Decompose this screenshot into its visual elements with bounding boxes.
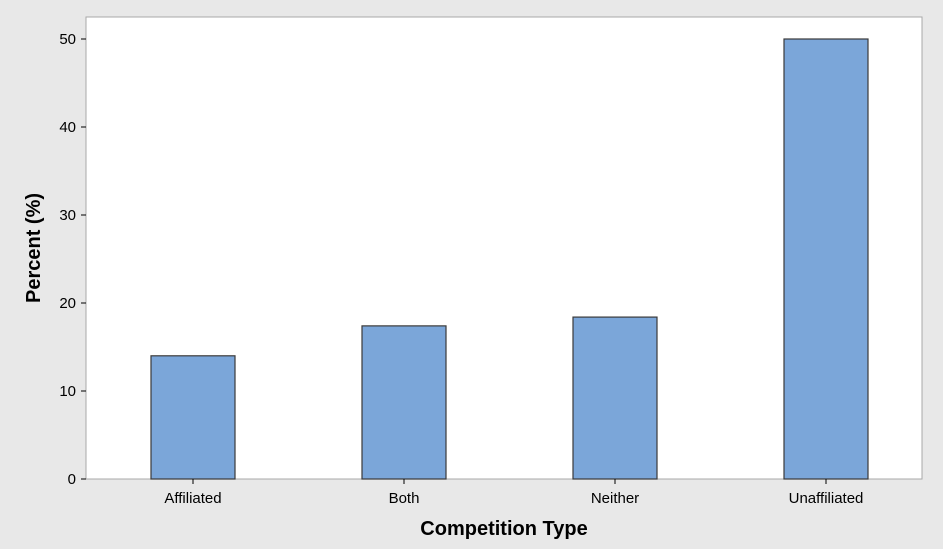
- y-tick-label: 20: [59, 295, 76, 312]
- y-tick-label: 50: [59, 31, 76, 48]
- bar-unaffiliated: [783, 38, 869, 480]
- y-tick-label: 30: [59, 207, 76, 224]
- x-tick-label: Unaffiliated: [789, 490, 864, 507]
- x-axis-title: Competition Type: [420, 518, 587, 540]
- x-axis: Affiliated Both Neither Unaffiliated: [164, 479, 863, 507]
- y-axis-title: Percent (%): [23, 193, 45, 303]
- y-axis: 0 10 20 30 40 50: [59, 31, 86, 488]
- x-tick-label: Affiliated: [164, 490, 221, 507]
- y-tick-label: 40: [59, 119, 76, 136]
- bar-both: [361, 325, 447, 480]
- y-tick-label: 10: [59, 383, 76, 400]
- x-tick-label: Both: [389, 490, 420, 507]
- bars-group: [150, 38, 869, 480]
- y-tick-label: 0: [68, 471, 76, 488]
- x-tick-label: Neither: [591, 490, 639, 507]
- bar-neither: [572, 316, 658, 480]
- bar-affiliated: [150, 355, 236, 480]
